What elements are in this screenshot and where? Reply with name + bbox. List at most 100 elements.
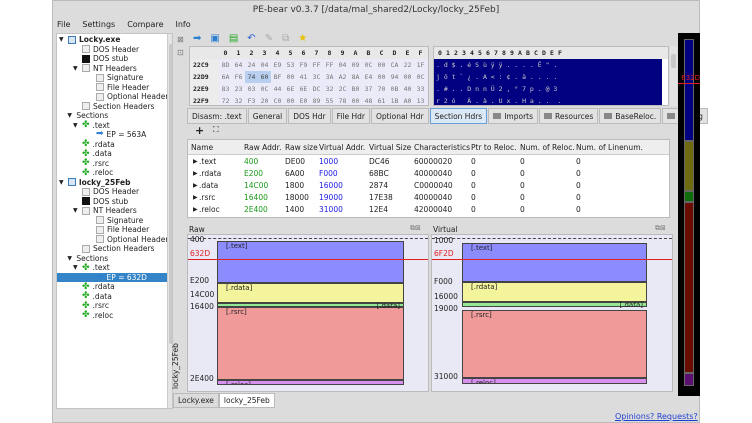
section-block-text[interactable]: [.text] bbox=[462, 243, 647, 282]
file-overview-strip[interactable]: 632D bbox=[678, 33, 700, 396]
tree-item[interactable]: ➡ EP = 563A bbox=[87, 130, 146, 140]
section-block-data[interactable]: [.data] bbox=[462, 301, 647, 309]
column-header[interactable]: Num. of Reloc. bbox=[520, 143, 575, 152]
hex-byte[interactable]: B0 bbox=[351, 85, 360, 93]
hex-byte[interactable]: 09 bbox=[351, 61, 360, 69]
row-expand-icon[interactable]: ▶ bbox=[193, 170, 198, 177]
detach-view-icon[interactable]: ⊡ bbox=[177, 48, 184, 57]
raw-panel-buttons-icon[interactable]: ⧉⊠ bbox=[410, 224, 421, 232]
column-header[interactable]: Num. of Linenum. bbox=[576, 143, 643, 152]
copy-icon[interactable]: ⧉ bbox=[282, 33, 290, 44]
row-expand-icon[interactable]: ▶ bbox=[193, 158, 198, 165]
ascii-row[interactable]: . # . . D n n Ü 2 , ° 7 p . @ 3 bbox=[434, 83, 662, 95]
tree-item[interactable]: Optional Header bbox=[87, 235, 168, 244]
expand-arrow-icon[interactable]: ▼ bbox=[73, 64, 78, 72]
ascii-row[interactable]: r 2 ó À . à . U x . H a . . . bbox=[434, 95, 662, 105]
menu-info[interactable]: Info bbox=[175, 20, 191, 29]
tree-item[interactable]: ➡ EP = 632D bbox=[57, 272, 172, 282]
expand-arrow-icon[interactable]: ▼ bbox=[67, 112, 73, 119]
table-row[interactable]: .rsrc 16400 18000 19000 17E38 40000040 0 0 0 ▶ bbox=[188, 192, 669, 204]
tree-item[interactable]: ▼ Sections bbox=[67, 254, 108, 263]
hex-byte[interactable]: 0B bbox=[390, 85, 399, 93]
column-header[interactable]: Virtual Size bbox=[369, 143, 412, 152]
tree-item[interactable]: ✤ .rdata bbox=[73, 140, 115, 149]
tab-dos-hdr[interactable]: DOS Hdr bbox=[288, 108, 331, 124]
tree-item[interactable]: ✤ .rsrc bbox=[73, 159, 109, 168]
save-section-icon[interactable]: ▤ bbox=[228, 33, 239, 44]
hex-byte[interactable]: 83 bbox=[221, 85, 230, 93]
tree-item[interactable]: File Header bbox=[87, 225, 149, 234]
table-row[interactable]: .text 400 DE00 1000 DC46 60000020 0 0 0 ▶ bbox=[188, 156, 669, 168]
hex-byte[interactable]: 00 bbox=[403, 73, 412, 81]
hex-byte[interactable]: 00 bbox=[377, 73, 386, 81]
tab-resources[interactable]: Resources bbox=[539, 108, 599, 124]
tab-general[interactable]: General bbox=[247, 108, 288, 124]
overview-section-1[interactable] bbox=[684, 141, 694, 191]
menu-compare[interactable]: Compare bbox=[127, 20, 164, 29]
hex-byte[interactable]: 89 bbox=[312, 97, 321, 105]
tab-section-hdrs[interactable]: Section Hdrs bbox=[429, 108, 488, 124]
tree-item[interactable]: ▼ Sections bbox=[67, 111, 108, 120]
goto-arrow-icon[interactable]: ➡ bbox=[193, 33, 202, 44]
hex-byte[interactable]: 20 bbox=[260, 97, 269, 105]
hex-byte[interactable]: 1B bbox=[390, 97, 399, 105]
tree-item[interactable]: ▼ locky_25Feb bbox=[59, 178, 131, 187]
hex-byte[interactable]: 64 bbox=[234, 61, 243, 69]
hex-byte[interactable]: 6E bbox=[299, 85, 308, 93]
hex-byte[interactable]: 3A bbox=[325, 73, 334, 81]
hex-byte[interactable]: 40 bbox=[403, 85, 412, 93]
edit-icon[interactable]: ✎ bbox=[264, 33, 274, 44]
file-tab-locky-25feb[interactable]: locky_25Feb bbox=[218, 393, 275, 408]
undo-icon[interactable]: ↶ bbox=[247, 33, 256, 44]
hex-byte[interactable]: 00 bbox=[286, 97, 295, 105]
section-block-reloc[interactable]: [.reloc] bbox=[462, 378, 647, 384]
column-header[interactable]: Raw size bbox=[285, 143, 318, 152]
tree-item[interactable]: ▼ ✤ .text bbox=[73, 121, 110, 130]
hex-byte[interactable]: 53 bbox=[286, 61, 295, 69]
section-block-rsrc[interactable]: [.rsrc] bbox=[462, 310, 647, 378]
hex-byte[interactable]: 72 bbox=[221, 97, 230, 105]
hex-byte[interactable]: FF bbox=[325, 61, 334, 69]
hex-byte[interactable]: 8A bbox=[351, 73, 360, 81]
tree-item[interactable]: DOS stub bbox=[73, 54, 128, 63]
tree-item[interactable]: ✤ .rdata bbox=[73, 282, 115, 291]
hex-byte[interactable]: A0 bbox=[403, 97, 412, 105]
expand-arrow-icon[interactable]: ▼ bbox=[73, 121, 78, 129]
tree-item[interactable]: ▼ Locky.exe bbox=[59, 35, 120, 44]
tree-item[interactable]: Optional Header bbox=[87, 92, 168, 101]
overview-section-0[interactable] bbox=[684, 39, 694, 141]
expand-arrow-icon[interactable]: ▼ bbox=[59, 36, 64, 43]
hex-byte[interactable]: 78 bbox=[338, 97, 347, 105]
overview-section-3[interactable] bbox=[684, 202, 694, 373]
table-row[interactable]: .rdata E200 6A00 F000 68BC 40000040 0 0 0 ▶ bbox=[188, 168, 669, 180]
tree-item[interactable]: ✤ .data bbox=[73, 292, 112, 301]
section-block-reloc[interactable]: [.reloc] bbox=[217, 380, 404, 385]
hex-byte[interactable]: 6E bbox=[286, 85, 295, 93]
close-view-icon[interactable]: ⊠ bbox=[177, 35, 184, 44]
tree-item[interactable]: File Header bbox=[87, 83, 149, 92]
column-header[interactable]: Characteristics bbox=[414, 143, 471, 152]
hex-byte[interactable]: 0C bbox=[260, 85, 269, 93]
file-tab-locky-exe[interactable]: Locky.exe bbox=[173, 393, 219, 408]
hex-byte[interactable]: 33 bbox=[416, 85, 425, 93]
hex-bytes[interactable]: 6A F6 74 60 BF 00 41 3C 3A A2 8A E4 00 94 00 0C bbox=[219, 71, 428, 83]
hex-byte[interactable]: 32 bbox=[234, 97, 243, 105]
hex-byte[interactable]: 13 bbox=[416, 97, 425, 105]
row-expand-icon[interactable]: ▶ bbox=[193, 206, 198, 213]
section-block-data[interactable]: [.data] bbox=[217, 302, 404, 310]
tree-item[interactable]: Section Headers bbox=[73, 102, 154, 111]
tree-item[interactable]: ▼ NT Headers bbox=[73, 206, 137, 215]
tree-item[interactable]: ▼ ✤ .text bbox=[73, 263, 110, 272]
tree-item[interactable]: ✤ .reloc bbox=[73, 311, 113, 320]
expand-arrow-icon[interactable]: ▼ bbox=[73, 264, 78, 271]
tree-item[interactable]: ✤ .data bbox=[73, 149, 112, 158]
menu-settings[interactable]: Settings bbox=[82, 20, 116, 29]
tree-item[interactable]: Signature bbox=[87, 73, 143, 82]
hex-byte[interactable]: 61 bbox=[377, 97, 386, 105]
tree-item[interactable]: ▼ NT Headers bbox=[73, 64, 137, 73]
hex-byte[interactable]: 32 bbox=[325, 85, 334, 93]
hex-byte[interactable]: 6A bbox=[221, 73, 230, 81]
fit-columns-icon[interactable]: ⛶ bbox=[213, 125, 219, 134]
hex-byte[interactable]: E0 bbox=[299, 97, 308, 105]
overview-section-4[interactable] bbox=[684, 373, 694, 386]
